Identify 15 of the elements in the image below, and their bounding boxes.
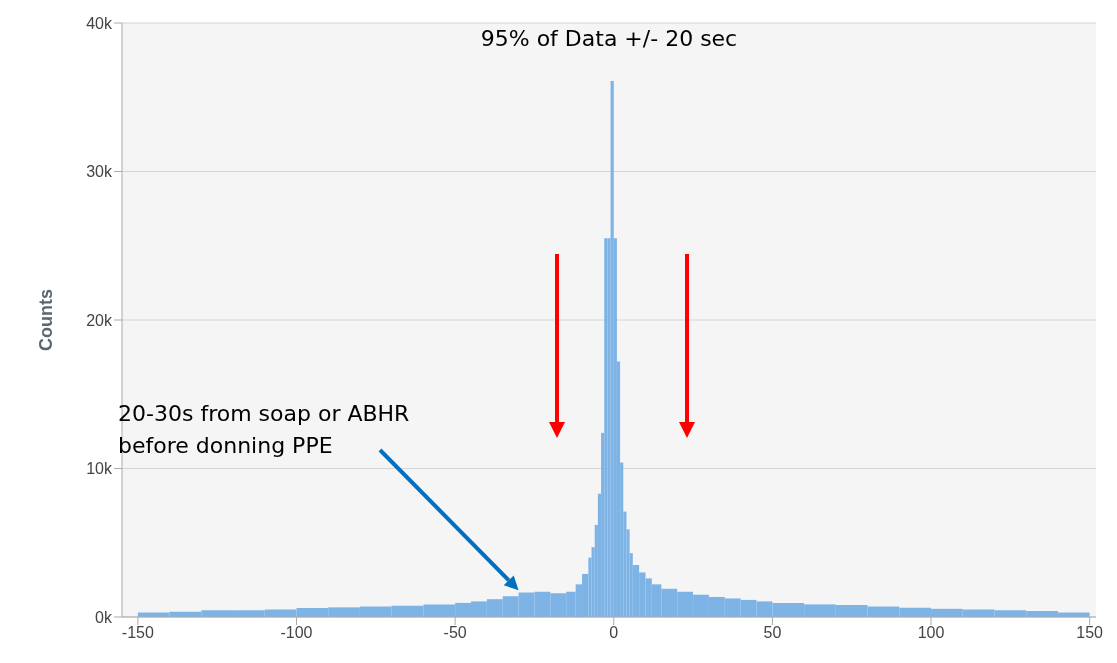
x-tick-label: -150 [121, 624, 154, 642]
annotation: 20-30s from soap or ABHR before donning PPE [118, 400, 411, 460]
x-tick-label: 0 [609, 624, 619, 642]
x-tick-label: -50 [443, 624, 467, 642]
y-tick-label: 0k [95, 608, 113, 626]
y-tick-label: 30k [86, 163, 113, 181]
y-tick-label: 10k [86, 460, 113, 478]
x-tick-label: 50 [763, 624, 782, 642]
y-tick-label: 40k [86, 14, 113, 32]
x-tick-label: -100 [280, 624, 313, 642]
annotation: 95% of Data +/- 20 sec [479, 26, 739, 51]
x-tick-label: 100 [917, 624, 945, 642]
x-tick-label: 150 [1076, 624, 1104, 642]
y-tick-label: 20k [86, 311, 113, 329]
y-axis-title: Counts [36, 289, 57, 351]
